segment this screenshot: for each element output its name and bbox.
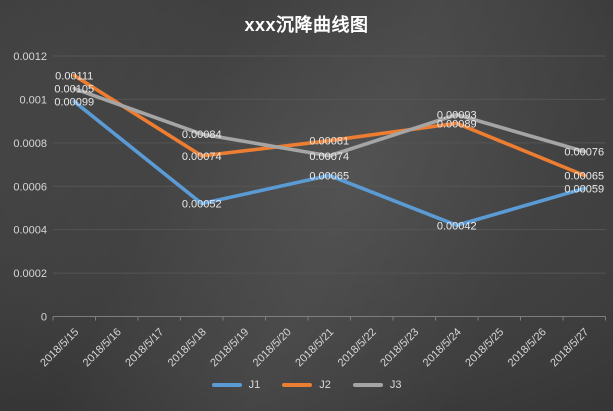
y-axis-tick-label: 0.0004 — [13, 225, 47, 237]
series-line-J3[interactable] — [72, 86, 587, 158]
series-line-J1[interactable] — [72, 99, 587, 228]
x-axis-tick-label: 2018/5/21 — [293, 326, 336, 369]
legend-label: J1 — [248, 379, 261, 391]
x-axis-tick-label: 2018/5/24 — [421, 326, 464, 369]
data-label-J3: 0.00074 — [309, 151, 349, 163]
x-axis-tick-label: 2018/5/23 — [378, 326, 421, 369]
legend-label: J3 — [389, 379, 402, 391]
data-label-J2: 0.00089 — [437, 118, 477, 130]
y-axis-tick-label: 0.001 — [19, 94, 47, 106]
data-label-J3: 0.00105 — [54, 84, 94, 96]
x-axis-tick-label: 2018/5/15 — [38, 326, 81, 369]
data-label-J2: 0.00111 — [55, 71, 93, 83]
x-axis-tick-label: 2018/5/25 — [463, 326, 506, 369]
y-axis-tick-label: 0 — [41, 312, 47, 324]
x-axis-tick-label: 2018/5/26 — [506, 326, 549, 369]
x-axis-tick-label: 2018/5/27 — [548, 326, 591, 369]
legend-item-J3[interactable]: J3 — [352, 379, 402, 391]
data-label-J2: 0.00074 — [182, 151, 222, 163]
legend-label: J2 — [319, 379, 331, 391]
series-line-J2[interactable] — [72, 73, 587, 178]
legend-item-J1[interactable]: J1 — [211, 379, 261, 391]
legend-line-icon — [352, 383, 383, 387]
legend: J1 J2 J3 — [0, 379, 613, 391]
legend-line-icon — [282, 383, 313, 387]
data-label-J1: 0.00042 — [437, 220, 477, 232]
data-label-J1: 0.00059 — [564, 183, 604, 195]
data-label-J3: 0.00093 — [437, 110, 477, 122]
x-axis-tick-label: 2018/5/17 — [123, 326, 166, 369]
y-axis-tick-label: 0.0012 — [13, 51, 47, 63]
data-label-J2: 0.00081 — [309, 136, 349, 148]
x-axis-tick-label: 2018/5/20 — [251, 326, 294, 369]
data-label-J3: 0.00076 — [564, 147, 604, 159]
y-axis-tick-label: 0.0008 — [13, 138, 47, 150]
x-axis-tick-label: 2018/5/16 — [81, 326, 124, 369]
legend-line-icon — [211, 383, 242, 387]
chart-title: xxx沉降曲线图 — [244, 15, 369, 35]
y-axis-tick-label: 0.0006 — [13, 181, 47, 193]
data-label-J1: 0.00099 — [54, 97, 94, 109]
legend-item-J2[interactable]: J2 — [282, 379, 331, 391]
data-label-J2: 0.00065 — [564, 170, 604, 182]
data-label-J3: 0.00084 — [182, 129, 222, 141]
data-label-J1: 0.00065 — [309, 170, 349, 182]
x-axis-tick-label: 2018/5/19 — [208, 326, 251, 369]
x-axis-tick-label: 2018/5/18 — [166, 326, 209, 369]
x-axis-tick-label: 2018/5/22 — [336, 326, 379, 369]
y-axis-tick-label: 0.0002 — [13, 268, 47, 280]
data-label-J1: 0.00052 — [182, 199, 222, 211]
